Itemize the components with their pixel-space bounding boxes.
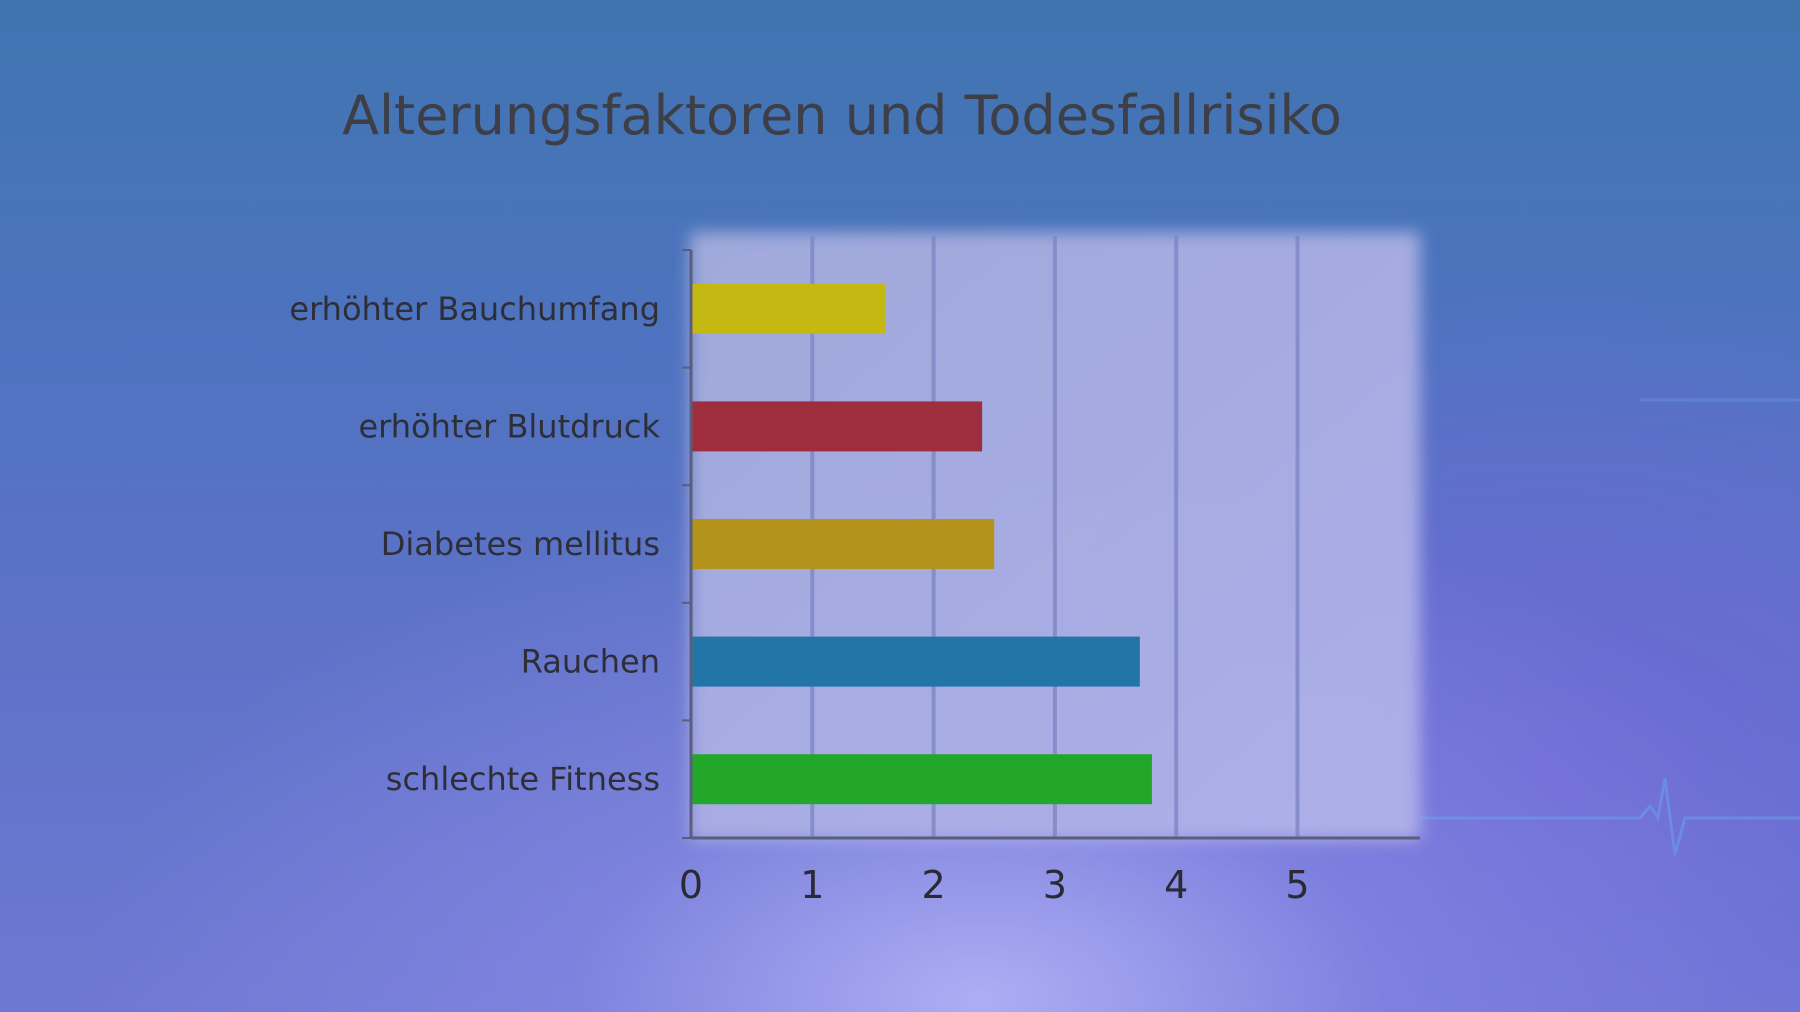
category-label-2: Diabetes mellitus: [381, 525, 660, 563]
x-tick-label-2: 2: [922, 863, 946, 907]
category-label-1: erhöhter Blutdruck: [358, 407, 660, 445]
category-labels: erhöhter Bauchumfang erhöhter Blutdruck Di…: [289, 290, 660, 798]
bar-2: [691, 519, 995, 569]
chart-title: Alterungsfaktoren und Todesfallrisiko: [342, 84, 1342, 147]
x-tick-label-3: 3: [1043, 863, 1067, 907]
x-tick-label-5: 5: [1285, 863, 1309, 907]
x-tick-label-0: 0: [679, 863, 703, 907]
category-label-4: schlechte Fitness: [386, 760, 660, 798]
bar-1: [691, 401, 983, 452]
ecg-decoration: [1420, 777, 1800, 856]
bars: [691, 283, 1152, 805]
category-label-3: Rauchen: [521, 643, 660, 681]
bar-3: [691, 636, 1140, 687]
tick-labels: 0 1 2 3 4 5: [679, 863, 1310, 907]
axes: [682, 249, 1420, 840]
bar-0: [691, 283, 886, 334]
category-label-0: erhöhter Bauchumfang: [289, 290, 660, 328]
bar-4: [691, 754, 1152, 805]
x-tick-label-4: 4: [1164, 863, 1188, 907]
x-tick-label-1: 1: [800, 863, 824, 907]
